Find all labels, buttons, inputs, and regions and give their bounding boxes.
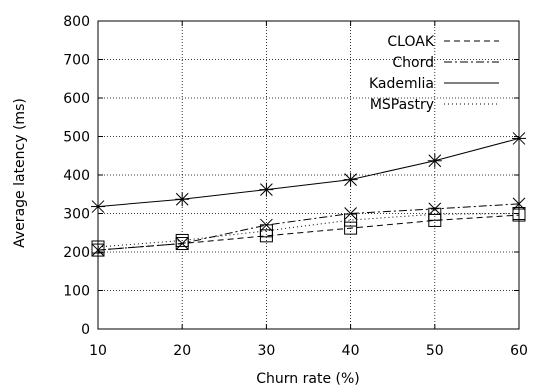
y-tick-label: 200 [63,245,90,261]
x-axis-label: Churn rate (%) [256,371,359,387]
x-tick-label: 40 [342,343,360,359]
data-point-mspastry [259,224,273,238]
y-tick-label: 800 [63,14,90,30]
y-axis-label: Average latency (ms) [12,98,28,248]
y-tick-label: 600 [63,91,90,107]
y-tick-label: 400 [63,168,90,184]
series-cloak [91,208,526,257]
y-tick-label: 100 [63,284,90,300]
series-line-cloak [97,214,520,251]
legend-label-mspastry: MSPastry [370,97,434,113]
data-point-mspastry [175,233,189,247]
data-point-kademlia [175,192,190,207]
data-point-cloak [344,221,358,235]
y-tick-label: 500 [63,130,90,146]
data-point-mspastry [428,207,442,221]
legend-label-kademlia: Kademlia [369,76,434,92]
series-line-chord [97,203,520,251]
data-point-kademlia [259,182,274,197]
plot-frame [97,20,520,330]
legend-label-cloak: CLOAK [387,34,434,50]
series-line-mspastry [97,213,520,248]
series-chord [91,197,526,257]
legend-label-chord: Chord [392,55,434,71]
y-tick-label: 300 [63,207,90,223]
data-point-kademlia [427,153,442,168]
x-tick-label: 60 [510,343,528,359]
x-tick-label: 20 [173,343,191,359]
y-tick-label: 700 [63,53,90,69]
x-tick-label: 10 [89,343,107,359]
y-tick-label: 0 [81,322,90,338]
x-tick-label: 30 [257,343,275,359]
series-line-kademlia [97,137,520,208]
series-mspastry [91,207,526,254]
series-layer [91,131,526,257]
data-point-mspastry [344,213,358,227]
grid [98,21,519,329]
data-point-chord [428,202,442,216]
x-tick-label: 50 [426,343,444,359]
marker-stroke [428,202,442,216]
legend: CLOAK Chord Kademlia MSPastry [369,34,499,113]
marker-stroke [344,207,357,220]
series-kademlia [91,131,526,214]
data-point-kademlia [343,172,358,187]
data-point-chord [344,207,357,220]
